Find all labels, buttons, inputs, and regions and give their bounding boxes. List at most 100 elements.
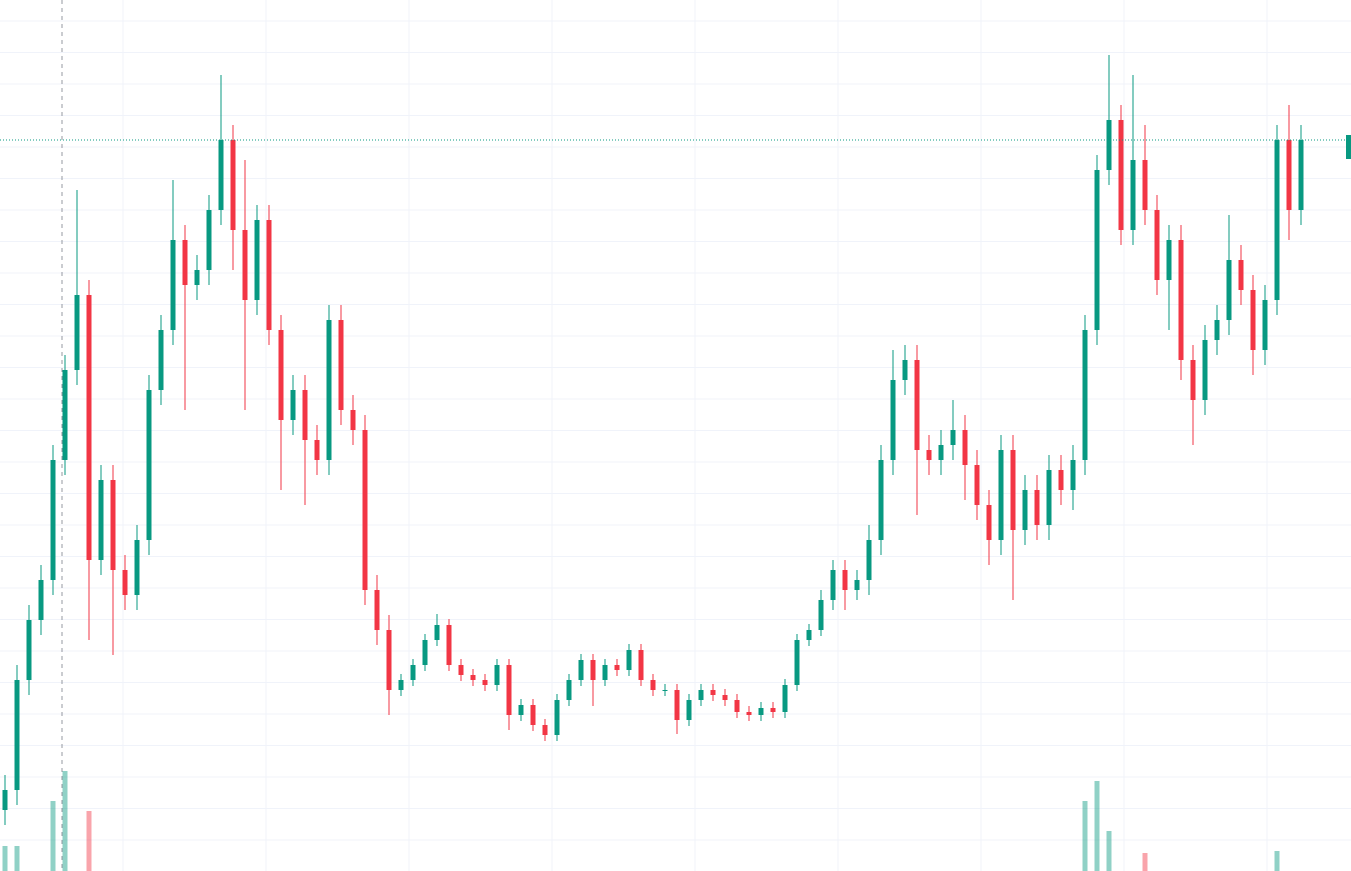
candle-body [1250,290,1256,350]
candle-body [1286,140,1292,210]
candle-body [638,650,644,680]
candle-body [338,320,344,410]
candle-body [854,580,860,590]
candle-body [434,625,440,640]
candle-body [1166,240,1172,280]
candle-body [1214,320,1220,340]
candle-body [974,465,980,505]
candle-body [14,680,20,790]
volume-bar [1142,853,1148,871]
candle-body [122,570,128,595]
candle-body [98,480,104,560]
candle-body [458,665,464,675]
candle-body [578,660,584,680]
candle-body [470,675,476,680]
candle-body [506,665,512,715]
candle-body [806,630,812,640]
candle-body [398,680,404,690]
candle-body [794,640,800,685]
candle-body [986,505,992,540]
volume-bar [2,846,8,871]
candle-body [782,685,788,712]
candle-body [674,690,680,720]
candle-body [266,220,272,330]
candle-body [1298,140,1304,210]
candle-body [866,540,872,580]
candle-body [1058,470,1064,490]
candle-body [1034,490,1040,525]
candle-body [1010,450,1016,530]
candle-body [962,430,968,465]
candle-body [2,790,8,810]
volume-bar [1082,801,1088,871]
last-price-marker [1346,135,1351,159]
candle-body [182,240,188,285]
candle-body [686,700,692,720]
candle-body [314,440,320,460]
candle-body [626,650,632,670]
candle-body [254,220,260,300]
candle-body [734,700,740,712]
candle-body [1238,260,1244,290]
candle-body [746,712,752,715]
candle-body [206,210,212,270]
candle-body [914,360,920,450]
candle-body [290,390,296,420]
candle-body [878,460,884,540]
candle-body [1154,210,1160,280]
candle-body [158,330,164,390]
candle-body [1190,360,1196,400]
candle-body [1130,160,1136,230]
candle-body [842,570,848,590]
candle-body [350,410,356,430]
candle-body [410,665,416,680]
candle-body [554,700,560,735]
candle-body [446,625,452,665]
candle-body [602,665,608,680]
candle-body [1274,140,1280,300]
candle-body [818,600,824,630]
candle-body [950,430,956,445]
candle-body [1226,260,1232,320]
candle-body [698,690,704,700]
candle-body [998,450,1004,540]
candle-body [110,480,116,570]
candle-body [386,630,392,690]
candle-body [662,690,668,691]
candle-body [374,590,380,630]
candle-body [194,270,200,285]
candle-body [938,445,944,460]
candle-body [26,620,32,680]
candle-body [230,140,236,230]
volume-bar [1274,851,1280,871]
volume-bar [50,801,56,871]
candle-body [62,370,68,460]
candle-body [1046,470,1052,525]
volume-bar [1094,781,1100,871]
candle-body [530,705,536,725]
candle-body [326,320,332,460]
candle-body [242,230,248,300]
candle-body [1106,120,1112,170]
candle-body [926,450,932,460]
volume-bar [14,846,20,871]
candle-body [1070,460,1076,490]
volume-bar [1106,831,1112,871]
candle-body [278,330,284,420]
candle-body [86,295,92,560]
candle-body [902,360,908,380]
candle-body [518,705,524,715]
candle-body [1178,240,1184,360]
candle-body [1118,120,1124,230]
candle-body [494,665,500,685]
candle-body [1202,340,1208,400]
candle-body [146,390,152,540]
candle-body [770,708,776,712]
volume-bar [62,771,68,871]
candle-body [482,680,488,685]
candle-body [758,708,764,715]
candle-body [830,570,836,600]
candle-body [1082,330,1088,460]
